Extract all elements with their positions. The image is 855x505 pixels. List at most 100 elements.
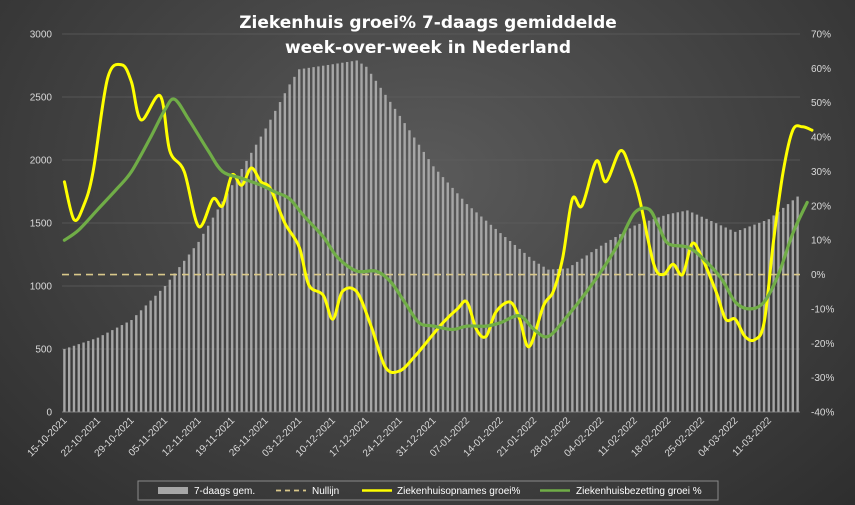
bar	[547, 269, 550, 412]
bar	[350, 61, 354, 412]
bar	[614, 237, 617, 412]
right-tick-label: -20%	[811, 339, 834, 350]
bar	[782, 207, 785, 412]
bar	[738, 230, 742, 412]
bar	[777, 211, 780, 412]
right-axis: -40% -30% -20% -10% 0% 10% 20% 30% 40% 50% 60% 70%	[811, 30, 834, 419]
bar	[417, 144, 421, 412]
bar	[106, 332, 109, 412]
bar	[125, 322, 128, 412]
bar	[135, 315, 138, 412]
bar	[758, 222, 761, 412]
bar	[403, 123, 406, 412]
bar	[528, 256, 531, 412]
left-axis: 0 500 1000 1500 2000 2500 3000	[30, 30, 53, 419]
bar	[183, 260, 186, 412]
bar	[293, 76, 296, 412]
bar	[436, 171, 440, 412]
bar	[274, 110, 277, 413]
line-series	[62, 62, 814, 374]
bar	[384, 94, 387, 412]
bar	[451, 187, 454, 412]
bar	[278, 102, 282, 412]
bar	[312, 67, 315, 413]
bar	[432, 166, 435, 412]
bar	[705, 218, 708, 412]
right-tick-label: -30%	[811, 373, 834, 384]
left-tick-label: 2500	[30, 93, 53, 104]
line-ziekenhuisbezetting	[62, 97, 809, 339]
bar	[77, 344, 80, 412]
bar	[240, 169, 243, 412]
bar	[561, 268, 564, 412]
bar	[686, 210, 689, 412]
bar	[216, 209, 219, 412]
bar	[63, 349, 66, 412]
bar	[72, 345, 76, 412]
bar	[173, 273, 176, 412]
legend-label-bars: 7-daags gem.	[194, 486, 255, 497]
bar	[580, 258, 584, 412]
bar	[360, 63, 363, 413]
bar	[734, 231, 737, 412]
bar	[537, 263, 541, 412]
bar	[139, 310, 143, 412]
x-axis: 15-10-202122-10-202129-10-202105-11-2021…	[26, 411, 800, 459]
bar	[518, 248, 521, 412]
bar	[264, 128, 267, 412]
left-tick-label: 3000	[30, 30, 53, 41]
bar	[575, 261, 579, 412]
bar	[254, 144, 258, 412]
bar	[130, 320, 133, 412]
bar	[154, 295, 157, 412]
bar	[542, 266, 545, 412]
bar	[197, 241, 200, 412]
bar	[494, 228, 497, 412]
bar	[714, 223, 718, 412]
bar	[427, 159, 430, 412]
bar	[178, 267, 181, 412]
bar	[101, 335, 104, 412]
bar	[67, 347, 71, 412]
right-tick-label: -40%	[811, 408, 834, 419]
bar	[508, 241, 512, 412]
bar	[206, 225, 210, 412]
bar	[786, 204, 790, 412]
bar	[389, 101, 392, 413]
bar	[446, 182, 449, 412]
bar	[748, 226, 751, 412]
bar	[307, 67, 310, 412]
bar	[441, 177, 445, 412]
right-tick-label: 70%	[811, 30, 831, 41]
right-tick-label: 60%	[811, 64, 831, 75]
bar	[796, 196, 799, 412]
bar	[168, 279, 172, 412]
bar	[571, 265, 574, 412]
bar	[767, 219, 771, 412]
bar	[695, 214, 699, 412]
bar	[163, 286, 167, 412]
bar	[331, 64, 334, 413]
bar	[585, 255, 588, 412]
bar	[82, 342, 85, 412]
bar	[111, 330, 114, 412]
bar	[690, 212, 694, 412]
bar	[87, 340, 90, 412]
bar	[657, 217, 660, 412]
chart-title: Ziekenhuis groei% 7-daags gemiddelde wee…	[239, 13, 617, 58]
bar	[230, 185, 234, 412]
legend-label-opnames: Ziekenhuisopnames groei%	[397, 486, 521, 497]
bar	[652, 219, 656, 412]
bar	[676, 212, 679, 412]
bar	[283, 93, 287, 412]
bar	[623, 231, 627, 412]
bar	[235, 177, 239, 412]
bar	[269, 119, 272, 413]
bar	[595, 248, 598, 412]
bar	[211, 217, 215, 412]
bar	[355, 60, 358, 413]
bar	[671, 213, 675, 412]
bar	[115, 327, 119, 412]
left-tick-label: 2000	[30, 156, 53, 167]
legend-box	[137, 480, 719, 501]
